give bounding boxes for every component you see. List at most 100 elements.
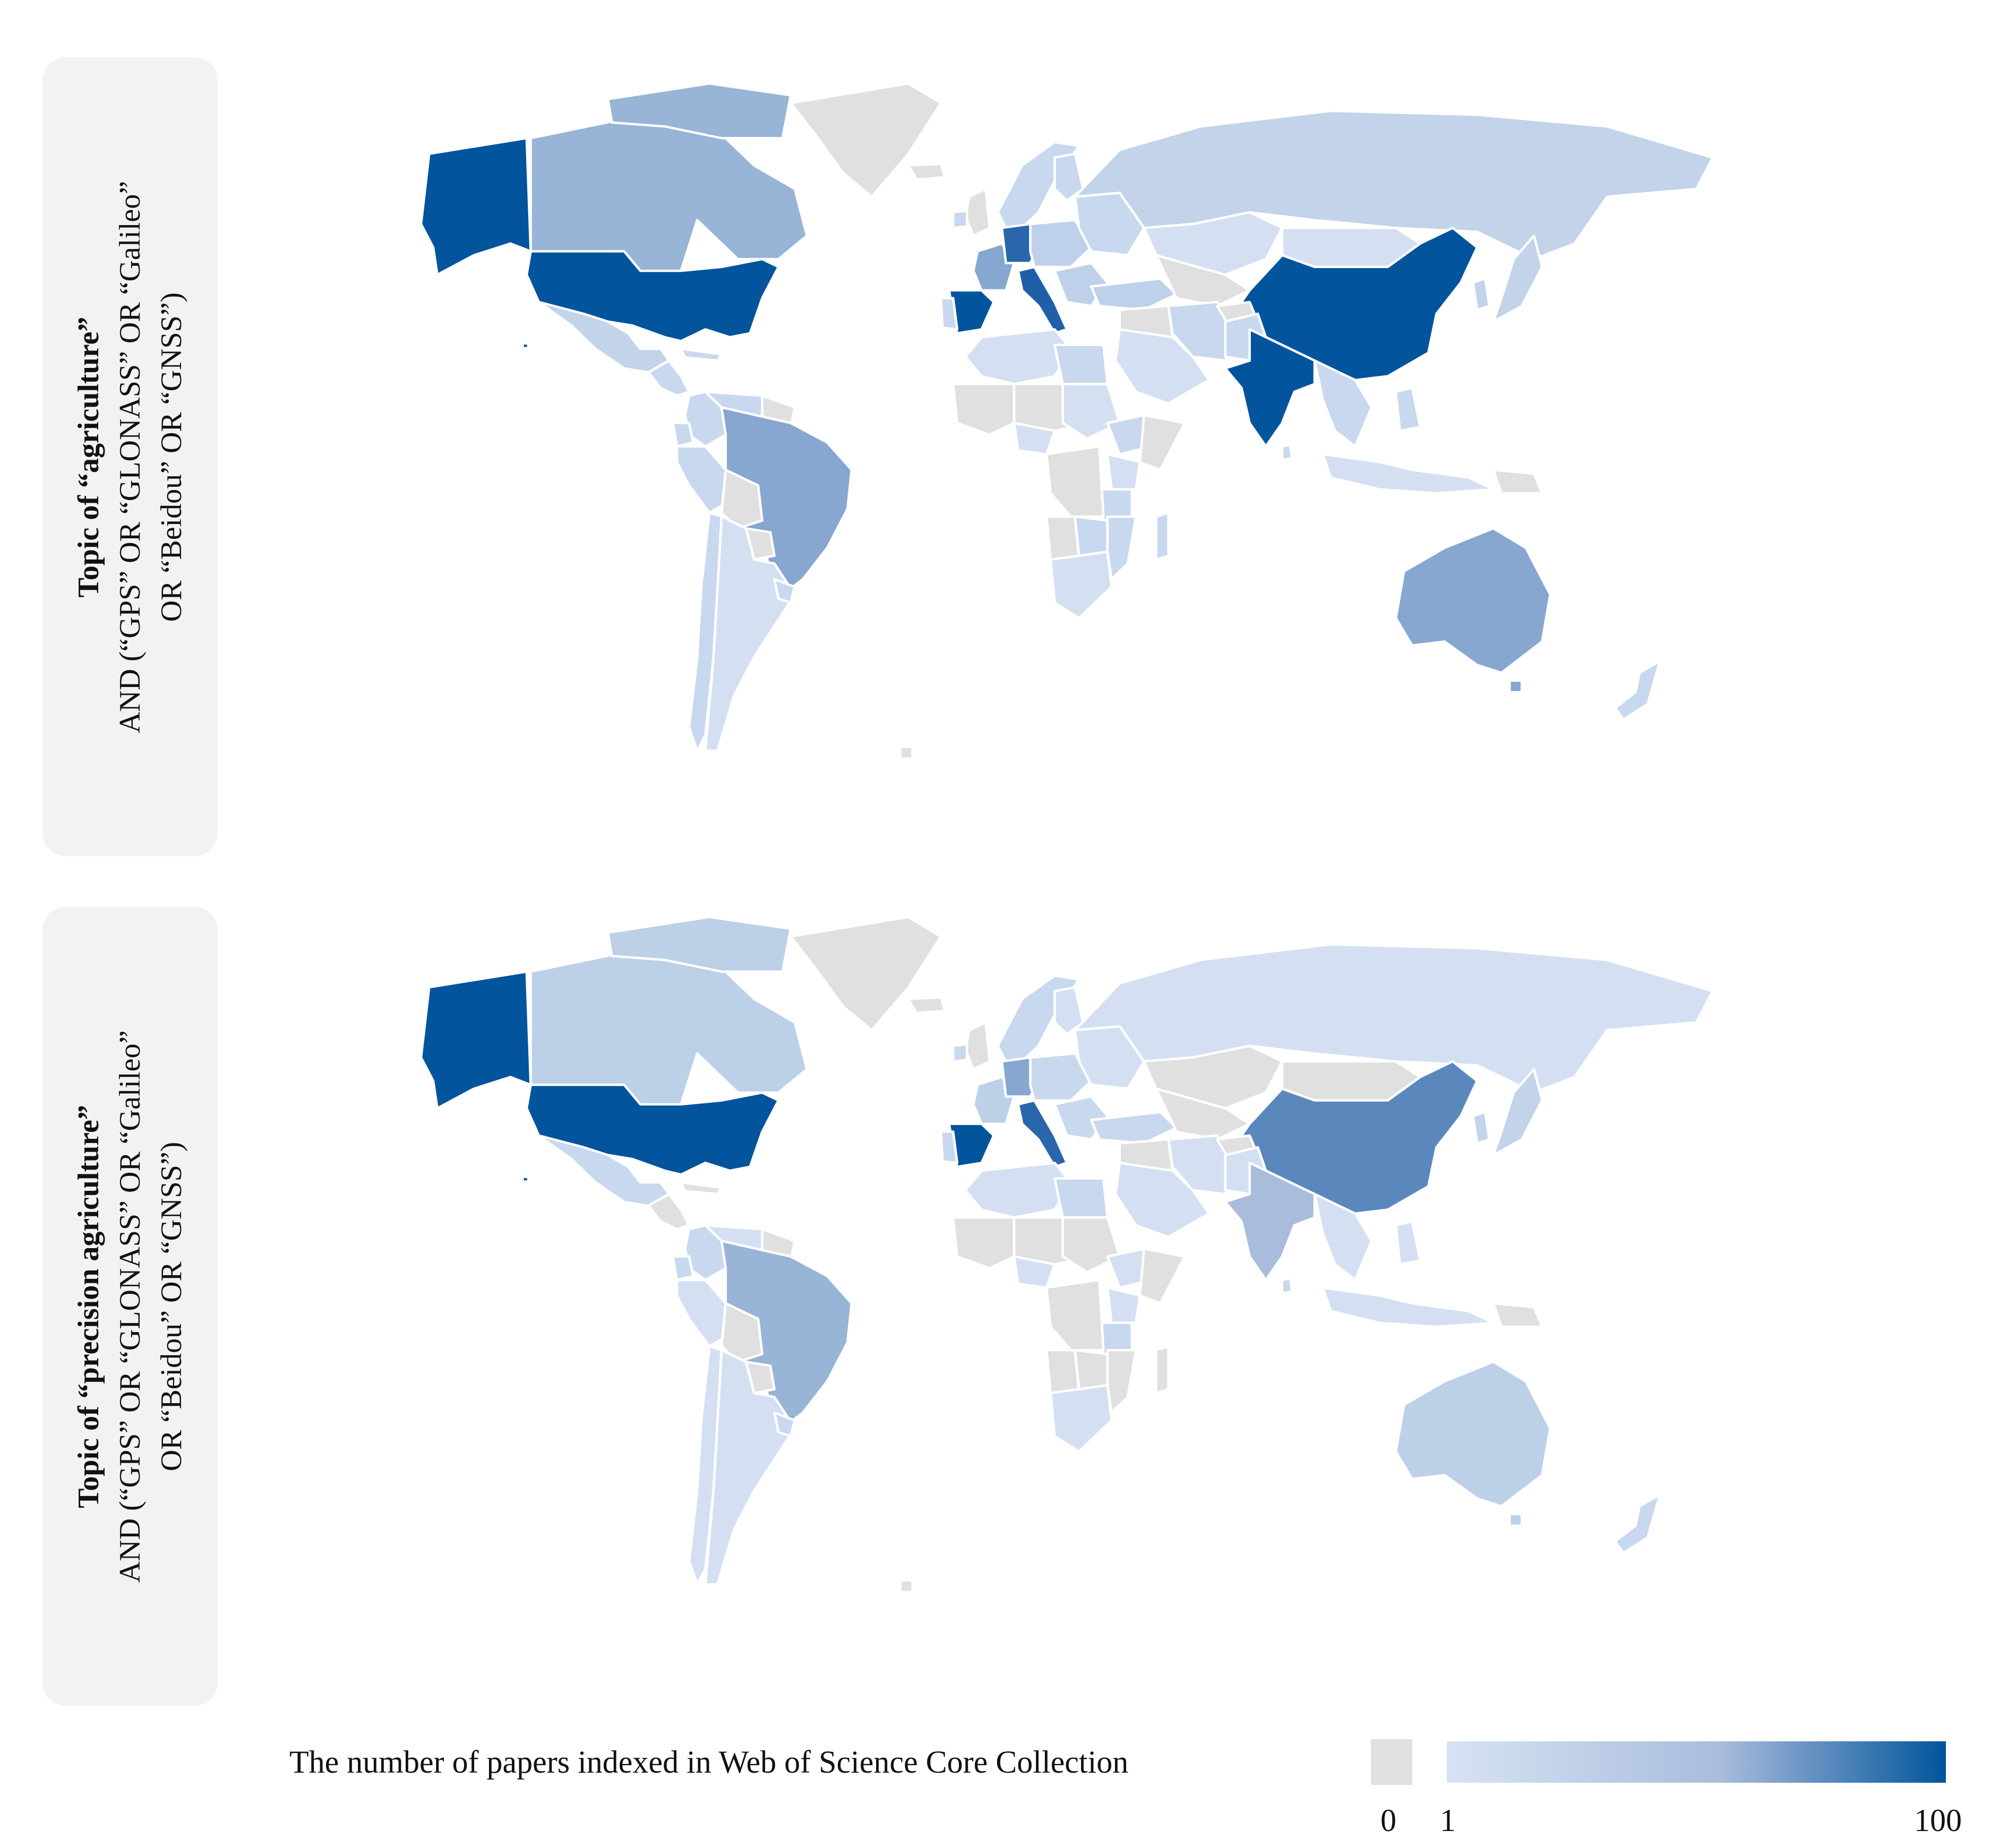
panel-2-label-box: Topic of “precision agriculture” AND (“G… (42, 907, 218, 1706)
country-italy (1017, 265, 1068, 334)
country-srilanka (1281, 1277, 1293, 1295)
country-indonesia (1322, 1286, 1495, 1328)
country-centralasia (1155, 254, 1251, 307)
legend-gradient-bar (1447, 1741, 1946, 1783)
legend-tick-0: 0 (1380, 1803, 1396, 1838)
country-northafrica (964, 1162, 1073, 1219)
country-newzealand (1614, 659, 1661, 721)
country-srilanka (1281, 443, 1293, 461)
legend-title: The number of papers indexed in Web of S… (289, 1745, 1129, 1780)
country-sudan (1061, 383, 1121, 440)
country-centralamerica (647, 1192, 691, 1231)
country-cuba (680, 1181, 723, 1196)
country-finland (1053, 986, 1085, 1036)
country-ecuador (672, 422, 694, 448)
country-zambia (1074, 515, 1109, 557)
country-india (1224, 328, 1316, 448)
country-alaska (419, 137, 532, 276)
country-bolivia (720, 468, 763, 530)
country-korea (1472, 1111, 1491, 1145)
country-southafrica (1049, 551, 1113, 620)
country-uruguay (773, 578, 796, 604)
country-northafrica (964, 328, 1073, 385)
country-bolivia (720, 1302, 763, 1363)
world-map-svg-1 (419, 82, 1714, 760)
country-southafrica (1049, 1384, 1113, 1453)
world-map-svg-2 (419, 916, 1714, 1594)
country-madagascar (1155, 511, 1170, 561)
country-tasmania (1508, 679, 1523, 694)
country-uk (964, 1021, 991, 1071)
country-tasmania (1508, 1513, 1523, 1527)
country-congo (1045, 1278, 1105, 1352)
country-india (1224, 1162, 1316, 1282)
country-centralamerica (647, 359, 691, 397)
country-ireland (951, 209, 968, 229)
country-argentina (704, 1348, 796, 1586)
country-cuba (680, 347, 723, 362)
country-korea (1472, 277, 1491, 311)
panel-1-label-box: Topic of “agriculture” AND (“GPS” OR “GL… (42, 57, 218, 856)
panel-2-label-title: Topic of “precision agriculture” (72, 1104, 105, 1508)
legend-tick-100: 100 (1914, 1803, 1962, 1838)
panel-2-label-line2: AND (“GPS” OR “GLONASS” OR “Galileo” (114, 1030, 147, 1583)
country-egypt (1053, 1177, 1109, 1219)
country-turkey (1090, 1111, 1178, 1145)
country-antarctic (899, 1579, 914, 1594)
country-indonesia (1322, 453, 1495, 495)
country-australia (1394, 1361, 1551, 1508)
country-hawaii (521, 1175, 530, 1183)
country-australia (1394, 527, 1551, 674)
panel-2-label-line3: OR “Beidou” OR “GNSS”) (155, 1141, 188, 1471)
country-alaska (419, 970, 532, 1110)
country-greenland (789, 82, 942, 198)
country-greenland (789, 916, 942, 1032)
country-arabia (1114, 1162, 1211, 1239)
country-png (1492, 468, 1543, 495)
country-antarctic (899, 745, 914, 760)
country-madagascar (1155, 1345, 1170, 1395)
country-turkey (1090, 277, 1178, 311)
country-westafrica (951, 383, 1016, 436)
country-mozambique (1106, 515, 1137, 581)
country-kenya (1106, 453, 1142, 491)
country-peru (675, 1278, 731, 1348)
country-argentina (704, 515, 796, 752)
legend-tick-1: 1 (1440, 1803, 1456, 1838)
country-westafrica (951, 1216, 1016, 1270)
country-angola (1045, 1348, 1080, 1395)
country-uk (964, 187, 991, 237)
country-angola (1045, 515, 1080, 561)
country-arabia (1114, 328, 1211, 405)
country-egypt (1053, 343, 1109, 385)
country-uruguay (773, 1411, 796, 1438)
country-portugal (939, 1130, 959, 1164)
country-japan (1492, 234, 1543, 323)
country-hawaii (521, 342, 530, 349)
country-iceland (907, 996, 947, 1015)
country-centralasia (1155, 1087, 1251, 1141)
country-png (1492, 1302, 1543, 1328)
panel-1-label: Topic of “agriculture” AND (“GPS” OR “GL… (68, 59, 192, 855)
country-newzealand (1614, 1493, 1661, 1554)
panel-1-label-title: Topic of “agriculture” (72, 316, 105, 597)
country-philippines (1394, 1220, 1422, 1266)
country-mozambique (1106, 1348, 1137, 1414)
country-iceland (907, 162, 947, 181)
country-congo (1045, 445, 1105, 518)
world-map-panel-2 (340, 913, 1964, 1694)
country-japan (1492, 1068, 1543, 1156)
country-ireland (951, 1043, 968, 1063)
country-philippines (1394, 386, 1422, 432)
country-peru (675, 445, 731, 514)
country-portugal (939, 297, 959, 331)
country-canadaislands (606, 82, 792, 140)
world-map-panel-1 (340, 80, 1964, 860)
country-somalia (1138, 414, 1186, 471)
country-finland (1053, 152, 1085, 202)
panel-1-label-line3: OR “Beidou” OR “GNSS”) (155, 292, 188, 622)
country-sudan (1061, 1216, 1121, 1274)
panel-1-label-line2: AND (“GPS” OR “GLONASS” OR “Galileo” (114, 181, 147, 733)
country-somalia (1138, 1247, 1186, 1305)
country-ecuador (672, 1255, 694, 1282)
